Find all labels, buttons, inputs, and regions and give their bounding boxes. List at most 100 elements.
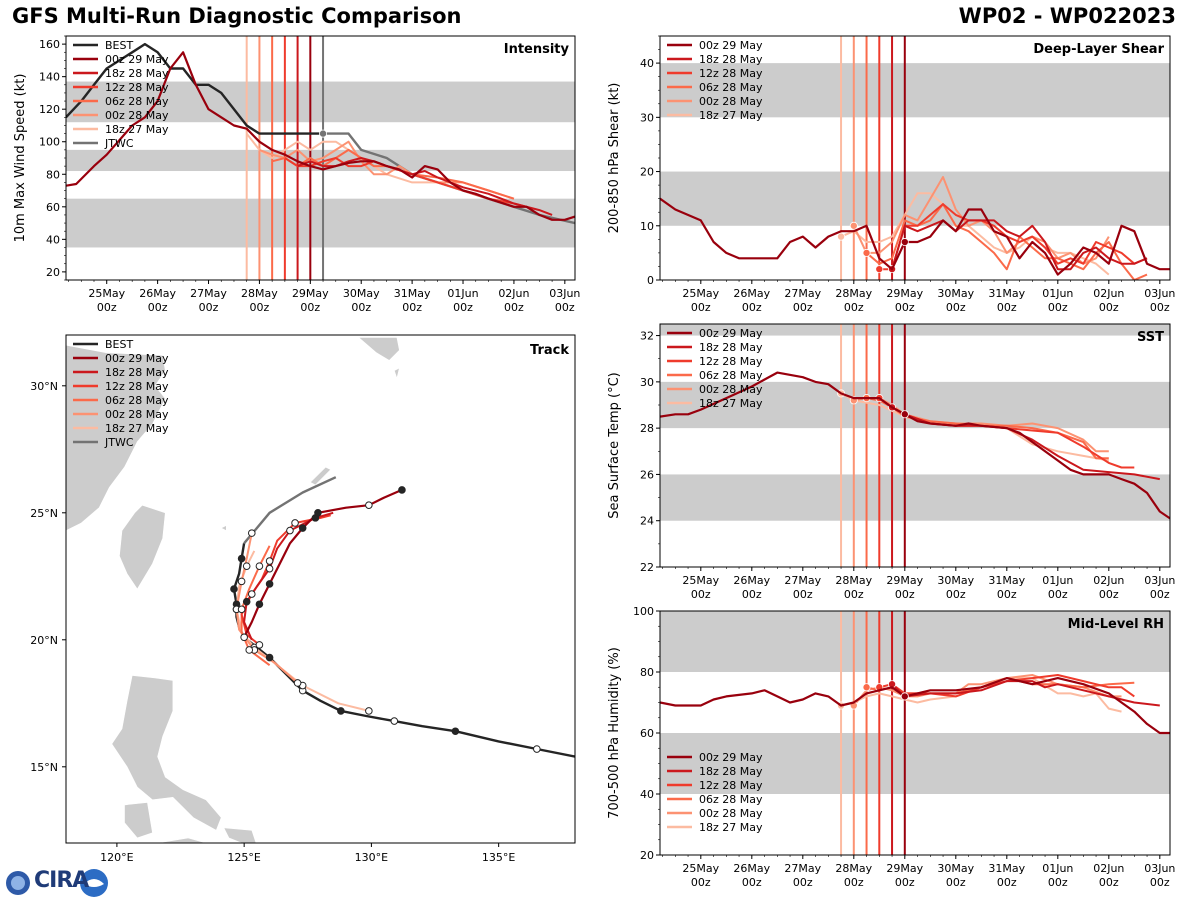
intensity-xtick-label: 00z [555,301,575,314]
sst-legend-label: 18z 28 May [699,341,763,354]
shear-legend-label: 06z 28 May [699,81,763,94]
intensity-xtick-label: 27May [190,287,227,300]
rh-title: Mid-Level RH [1068,617,1164,632]
rh-legend-label: 18z 27 May [699,821,763,834]
sst-xtick-label: 03Jun [1144,574,1175,587]
track-frame [65,334,576,844]
track-title: Track [530,343,569,358]
shear-plot-area [660,36,1170,280]
shear-xtick-label: 27May [784,287,821,300]
intensity-xtick-label: 01Jun [447,287,478,300]
intensity-ytick-label: 40 [46,233,60,246]
shear-xtick-label: 00z [997,301,1017,314]
shear-series-marker [862,248,871,257]
sst-ytick-label: 22 [640,561,654,574]
intensity-xtick-label: 00z [148,301,168,314]
track-land [119,504,166,590]
track-position-marker [286,526,294,535]
track-position-marker [247,590,256,598]
track-position-marker [230,585,238,593]
sst-xtick-label: 01Jun [1042,574,1073,587]
track-legend-label: BEST [105,338,133,351]
shear-xtick-label: 00z [793,301,813,314]
track-position-marker [255,641,264,649]
track-position-marker [293,679,302,687]
track-position-marker [533,745,541,753]
sst-plot-area [660,324,1170,567]
track-land [357,337,400,361]
rh-xtick-label: 00z [691,876,711,889]
intensity-xtick-label: 30May [343,287,380,300]
intensity-xtick-label: 03Jun [549,287,580,300]
sst-xtick-label: 00z [793,588,813,601]
sst-legend-label: 12z 28 May [699,355,763,368]
shear-xtick-label: 00z [844,301,864,314]
shear-series-line [660,197,1170,276]
rh-xtick-label: 01Jun [1042,862,1073,875]
shear-ytick-label: 20 [640,166,654,179]
track-xtick-label: 135°E [482,851,515,864]
cira-logo-text: CIRA [34,868,89,893]
rh-legend-label: 18z 28 May [699,765,763,778]
sst-band [660,324,1170,336]
track-position-marker [245,646,254,654]
rh-xtick-label: 26May [733,862,770,875]
track-legend-label: 18z 27 May [105,422,169,435]
sst-ytick-label: 28 [640,422,654,435]
rh-band [660,611,1170,672]
intensity-ytick-label: 60 [46,201,60,214]
rh-panel: 2040608010025May00z26May00z27May00z28May… [607,605,1175,889]
intensity-xtick-label: 02Jun [498,287,529,300]
intensity-ytick-label: 160 [39,38,60,51]
rh-ytick-label: 80 [640,666,654,679]
sst-xtick-label: 00z [946,588,966,601]
track-position-marker [237,605,246,614]
intensity-legend-label: BEST [105,39,133,52]
track-land [309,466,332,486]
intensity-ytick-label: 80 [46,168,60,181]
rh-xtick-label: 00z [1150,876,1170,889]
shear-ytick-label: 40 [640,57,654,70]
sst-legend-label: 00z 29 May [699,327,763,340]
shear-series-line [891,219,1148,271]
track-land [66,344,166,531]
intensity-ytick-label: 140 [39,71,60,84]
intensity-xtick-label: 00z [351,301,371,314]
sst-xtick-label: 29May [886,574,923,587]
figure-title: GFS Multi-Run Diagnostic Comparison [12,4,462,28]
sst-legend-label: 00z 28 May [699,383,763,396]
track-series-line [232,543,575,758]
shear-legend-label: 12z 28 May [699,67,763,80]
sst-xtick-label: 00z [742,588,762,601]
track-xtick-label: 120°E [100,851,133,864]
shear-xtick-label: 00z [1150,301,1170,314]
intensity-title: Intensity [504,42,570,57]
sst-xtick-label: 26May [733,574,770,587]
intensity-xtick-label: 00z [199,301,219,314]
track-series-line [243,476,337,545]
shear-xtick-label: 30May [937,287,974,300]
sst-xtick-label: 00z [844,588,864,601]
track-ytick-label: 20°N [30,634,58,647]
sst-legend-label: 18z 27 May [699,397,763,410]
shear-xtick-label: 00z [895,301,915,314]
track-legend-label: 12z 28 May [105,380,169,393]
rh-xtick-label: 00z [895,876,915,889]
shear-xtick-label: 25May [682,287,719,300]
track-position-marker [237,554,246,563]
shear-xtick-label: 00z [742,301,762,314]
sst-xtick-label: 27May [784,574,821,587]
intensity-xtick-label: 31May [394,287,431,300]
intensity-series-line [66,51,575,221]
rh-xtick-label: 25May [682,862,719,875]
track-ytick-label: 15°N [30,761,58,774]
rh-ytick-label: 20 [640,849,654,862]
intensity-xtick-label: 29May [292,287,329,300]
intensity-legend-label: 12z 28 May [105,81,169,94]
track-position-marker [298,524,307,532]
sst-ytick-label: 32 [640,330,654,343]
sst-series-line [660,371,1170,520]
shear-ylabel: 200-850 hPa Shear (kt) [607,83,622,234]
